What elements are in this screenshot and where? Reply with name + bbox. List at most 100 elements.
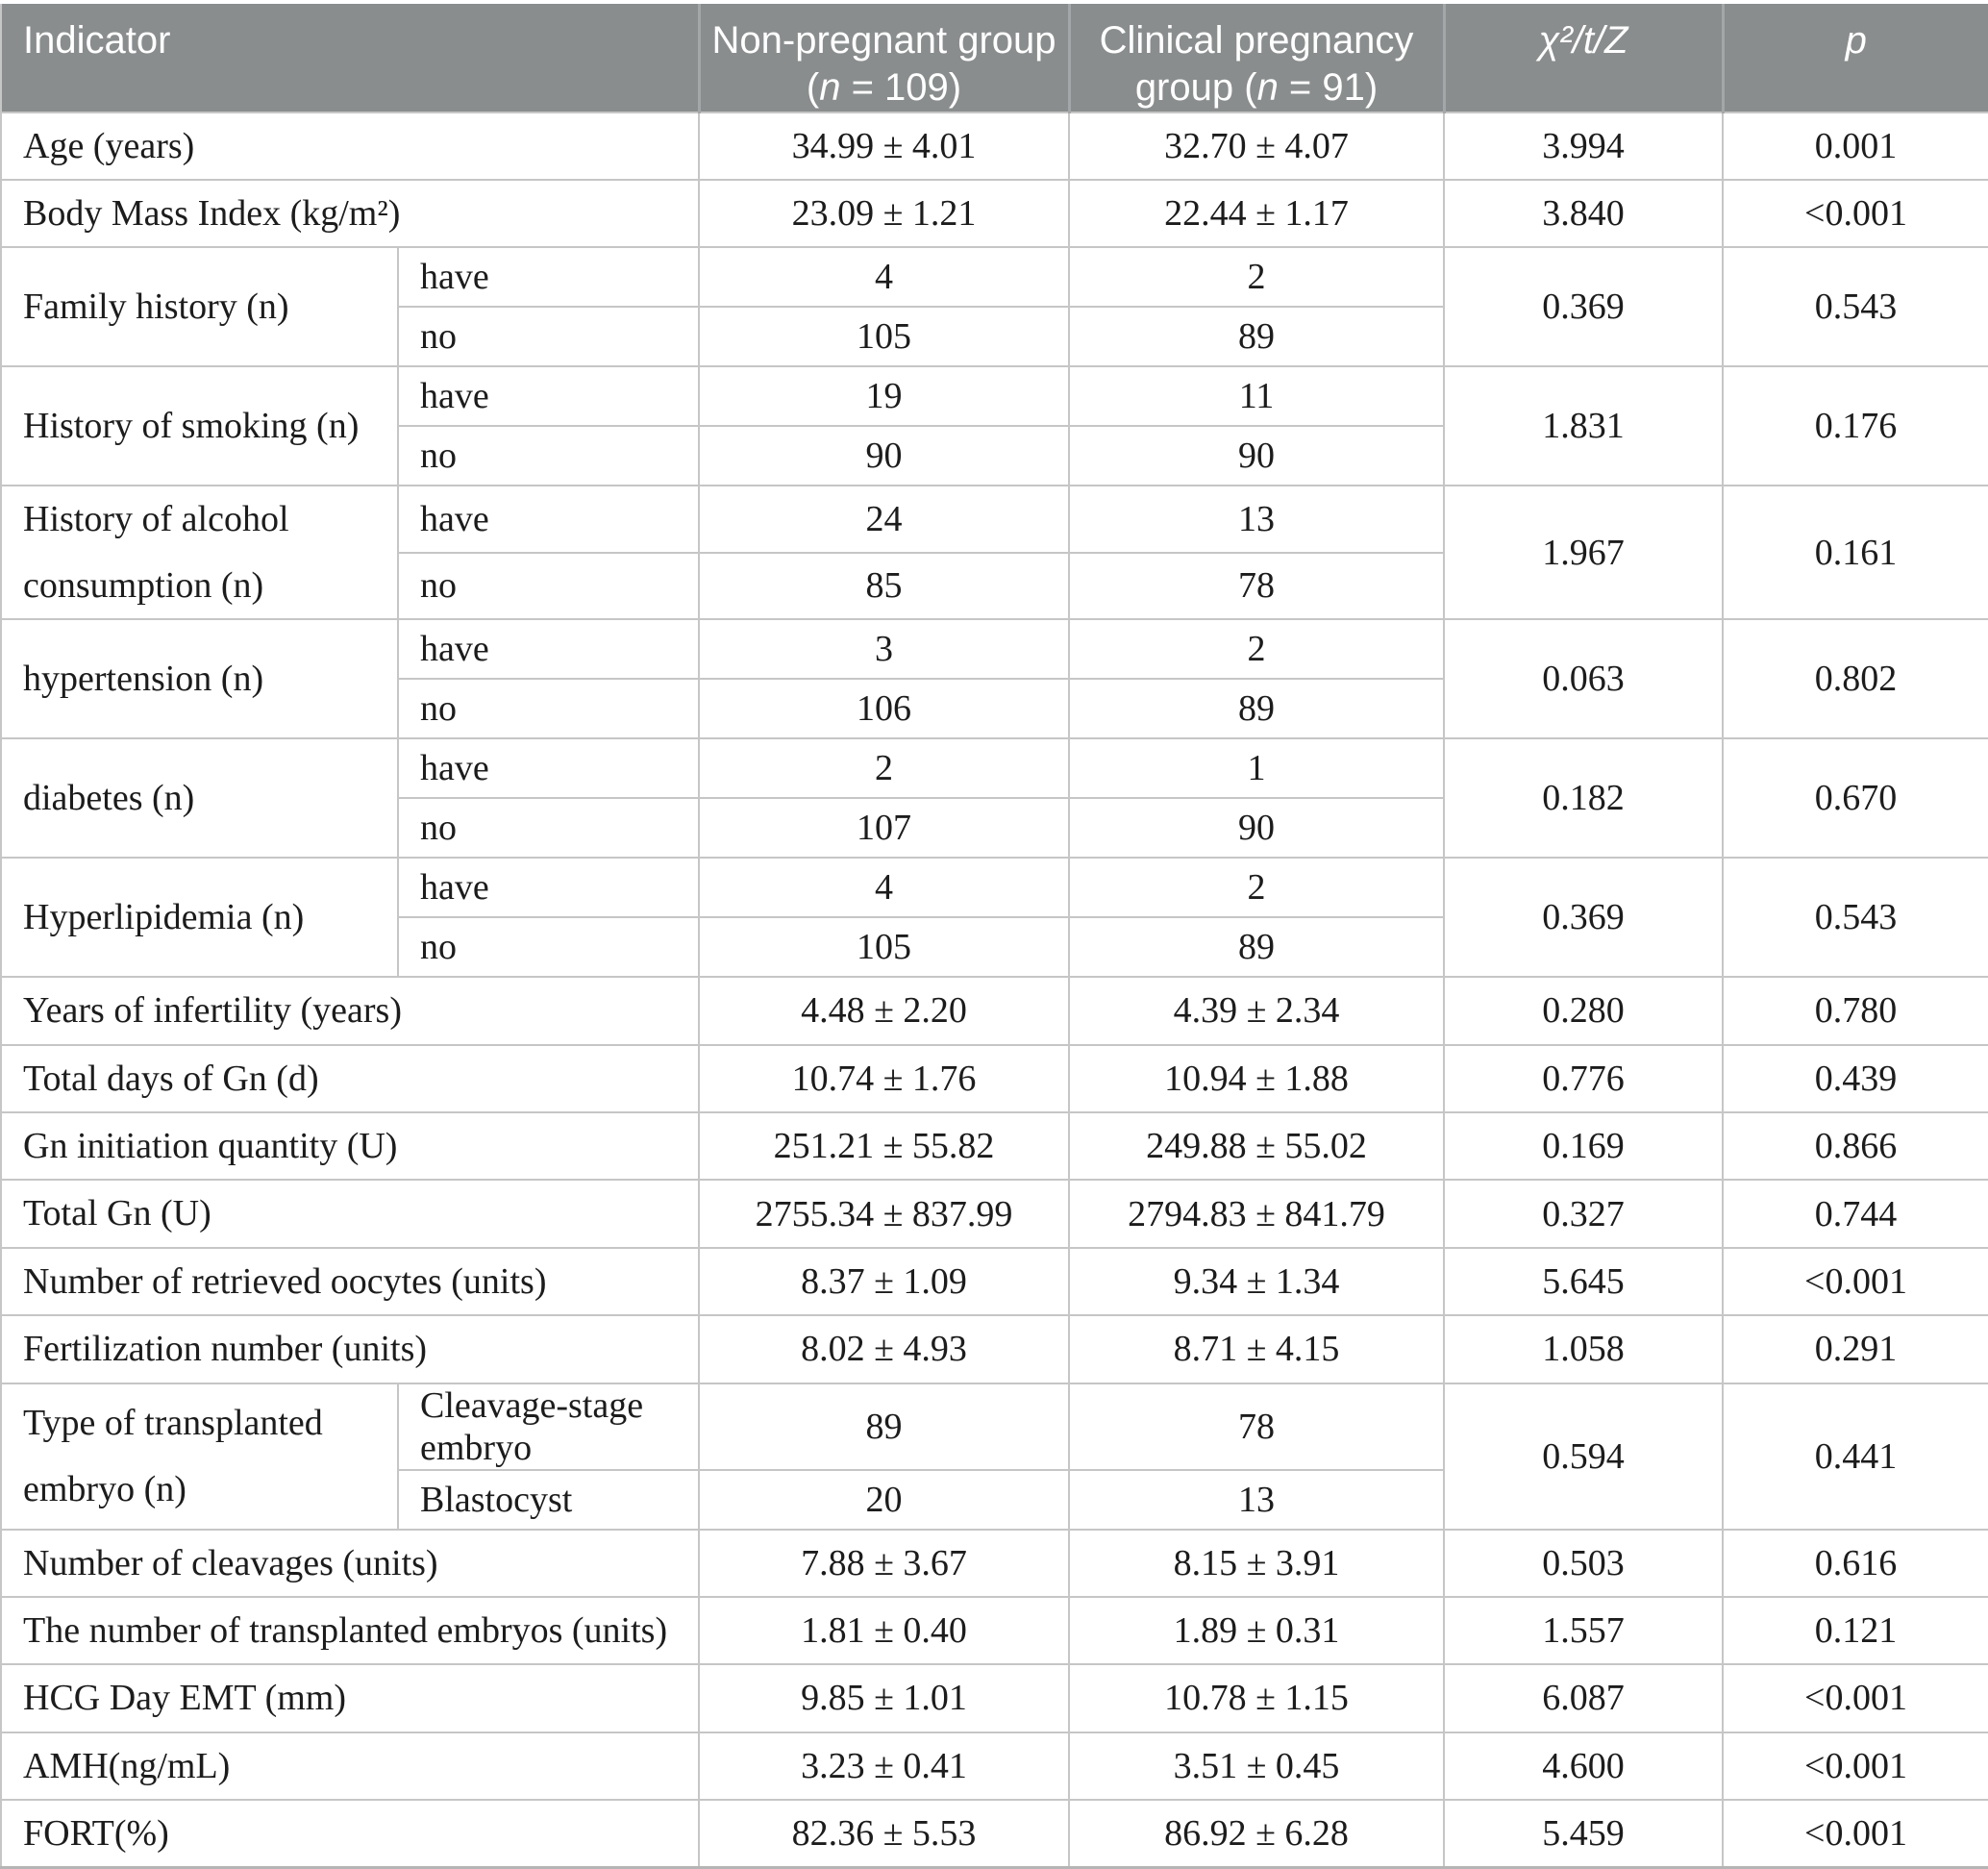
sub-indicator-cell: have	[396, 246, 701, 309]
indicator-cell: FORT(%)	[0, 1799, 701, 1869]
p-value-cell: <0.001	[1722, 1799, 1988, 1869]
p-value-cell: <0.001	[1722, 1731, 1988, 1802]
indicator-cell: Type of transplanted embryo (n)	[0, 1382, 399, 1531]
non-pregnant-value-cell: 10.74 ± 1.76	[698, 1043, 1071, 1113]
indicator-cell: Fertilization number (units)	[0, 1314, 701, 1384]
clinical-pregnancy-value-cell: 78	[1068, 551, 1446, 621]
statistic-value-cell: 3.994	[1443, 111, 1725, 181]
statistic-value-cell: 0.063	[1443, 618, 1725, 740]
p-value-cell: 0.161	[1722, 485, 1988, 621]
table-row: History of smoking (n) have 19 11 1.831 0.176	[0, 365, 1988, 487]
clinical-pregnancy-value-cell: 86.92 ± 6.28	[1068, 1799, 1446, 1869]
p-value-cell: <0.001	[1722, 178, 1988, 249]
column-header-p-value: p	[1721, 4, 1988, 113]
non-pregnant-value-cell: 85	[698, 551, 1071, 621]
clinical-pregnancy-value-cell: 1	[1068, 737, 1446, 800]
header-row: Indicator Non-pregnant group (n = 109) C…	[1, 4, 1988, 113]
clinical-pregnancy-value-cell: 3.51 ± 0.45	[1068, 1731, 1446, 1802]
table-subrow: Blastocyst 20 13	[1, 1468, 1988, 1531]
non-pregnant-value-cell: 3	[698, 618, 1071, 681]
p-value-cell: 0.670	[1722, 737, 1988, 860]
statistic-value-cell: 4.600	[1443, 1731, 1725, 1802]
non-pregnant-value-cell: 4	[698, 246, 1071, 309]
indicator-cell: Years of infertility (years)	[0, 976, 701, 1046]
table-row: Hyperlipidemia (n) have 4 2 0.369 0.543	[0, 857, 1988, 979]
indicator-cell: Age (years)	[0, 111, 701, 181]
table-row: Family history (n) have 4 2 0.369 0.543	[0, 246, 1988, 368]
indicator-cell: diabetes (n)	[0, 737, 399, 860]
clinical-pregnancy-value-cell: 10.94 ± 1.88	[1068, 1043, 1446, 1113]
statistic-value-cell: 1.831	[1443, 365, 1725, 487]
clinical-pregnancy-value-cell: 90	[1068, 425, 1446, 487]
non-pregnant-value-cell: 105	[698, 306, 1071, 368]
table-header: Indicator Non-pregnant group (n = 109) C…	[1, 4, 1988, 113]
statistic-value-cell: 5.459	[1443, 1799, 1725, 1869]
table-subrow: no 106 89	[1, 678, 1988, 740]
clinical-pregnancy-value-cell: 2	[1068, 246, 1446, 309]
non-pregnant-value-cell: 8.02 ± 4.93	[698, 1314, 1071, 1384]
sub-indicator-cell: have	[396, 857, 701, 919]
statistic-value-cell: 0.369	[1443, 857, 1725, 979]
indicator-cell: AMH(ng/mL)	[0, 1731, 701, 1802]
clinical-pregnancy-value-cell: 249.88 ± 55.02	[1068, 1110, 1446, 1182]
column-header-non-pregnant-group: Non-pregnant group (n = 109)	[697, 4, 1070, 113]
table-row: Number of retrieved oocytes (units) 8.37 …	[0, 1246, 1988, 1317]
clinical-pregnancy-value-cell: 90	[1068, 797, 1446, 860]
non-pregnant-value-cell: 251.21 ± 55.82	[698, 1110, 1071, 1182]
table-row: Type of transplanted embryo (n) Cleavage-…	[0, 1382, 1988, 1531]
table-subrow: no 105 89	[1, 916, 1988, 979]
non-pregnant-value-cell: 4	[698, 857, 1071, 919]
table-row: Age (years) 34.99 ± 4.01 32.70 ± 4.07 3.994…	[0, 111, 1988, 181]
p-value-cell: 0.439	[1722, 1043, 1988, 1113]
table-body: Age (years) 34.99 ± 4.01 32.70 ± 4.07 3.994…	[0, 111, 1988, 1869]
indicator-cell: History of alcohol consumption (n)	[0, 485, 399, 621]
table-subrow: no 107 90	[1, 797, 1988, 860]
table-subrow: no 85 78	[1, 551, 1988, 621]
non-pregnant-value-cell: 8.37 ± 1.09	[698, 1246, 1071, 1317]
clinical-pregnancy-value-cell: 1.89 ± 0.31	[1068, 1595, 1446, 1666]
p-value-cell: 0.866	[1722, 1110, 1988, 1182]
clinical-pregnancy-value-cell: 11	[1068, 365, 1446, 428]
indicator-cell: HCG Day EMT (mm)	[0, 1663, 701, 1733]
clinical-pregnancy-value-cell: 10.78 ± 1.15	[1068, 1663, 1446, 1733]
clinical-pregnancy-value-cell: 8.71 ± 4.15	[1068, 1314, 1446, 1384]
sub-indicator-cell: no	[396, 916, 701, 979]
statistic-value-cell: 0.280	[1443, 976, 1725, 1046]
non-pregnant-value-cell: 34.99 ± 4.01	[698, 111, 1071, 181]
p-value-cell: 0.176	[1722, 365, 1988, 487]
non-pregnant-value-cell: 7.88 ± 3.67	[698, 1528, 1071, 1598]
statistic-value-cell: 0.369	[1443, 246, 1725, 368]
indicator-cell: History of smoking (n)	[0, 365, 399, 487]
clinical-pregnancy-value-cell: 13	[1068, 1468, 1446, 1531]
p-value-cell: 0.616	[1722, 1528, 1988, 1598]
indicator-cell: The number of transplanted embryos (unit…	[0, 1595, 701, 1666]
non-pregnant-value-cell: 82.36 ± 5.53	[698, 1799, 1071, 1869]
statistics-table: Indicator Non-pregnant group (n = 109) C…	[0, 4, 1988, 1869]
p-value-cell: 0.001	[1722, 111, 1988, 181]
table-row: Body Mass Index (kg/m²) 23.09 ± 1.21 22.44…	[0, 178, 1988, 249]
table-row: Fertilization number (units) 8.02 ± 4.93 8…	[0, 1314, 1988, 1384]
statistic-value-cell: 1.058	[1443, 1314, 1725, 1384]
table-row: The number of transplanted embryos (unit…	[0, 1595, 1988, 1666]
p-value-cell: 0.543	[1722, 857, 1988, 979]
clinical-pregnancy-value-cell: 32.70 ± 4.07	[1068, 111, 1446, 181]
statistic-value-cell: 0.327	[1443, 1179, 1725, 1249]
statistic-value-cell: 0.776	[1443, 1043, 1725, 1113]
table-row: Gn initiation quantity (U) 251.21 ± 55.82…	[0, 1110, 1988, 1182]
sub-indicator-cell: no	[396, 551, 701, 621]
clinical-pregnancy-value-cell: 2	[1068, 857, 1446, 919]
indicator-cell: Gn initiation quantity (U)	[0, 1110, 701, 1182]
table-row: hypertension (n) have 3 2 0.063 0.802	[0, 618, 1988, 740]
clinical-pregnancy-value-cell: 89	[1068, 678, 1446, 740]
statistic-value-cell: 3.840	[1443, 178, 1725, 249]
non-pregnant-value-cell: 9.85 ± 1.01	[698, 1663, 1071, 1733]
p-value-cell: 0.780	[1722, 976, 1988, 1046]
non-pregnant-value-cell: 2	[698, 737, 1071, 800]
table-row: History of alcohol consumption (n) have 24…	[0, 485, 1988, 621]
statistic-value-cell: 1.967	[1443, 485, 1725, 621]
sub-indicator-cell: have	[396, 485, 701, 554]
clinical-pregnancy-value-cell: 4.39 ± 2.34	[1068, 976, 1446, 1046]
clinical-pregnancy-value-cell: 8.15 ± 3.91	[1068, 1528, 1446, 1598]
sub-indicator-cell: no	[396, 797, 701, 860]
